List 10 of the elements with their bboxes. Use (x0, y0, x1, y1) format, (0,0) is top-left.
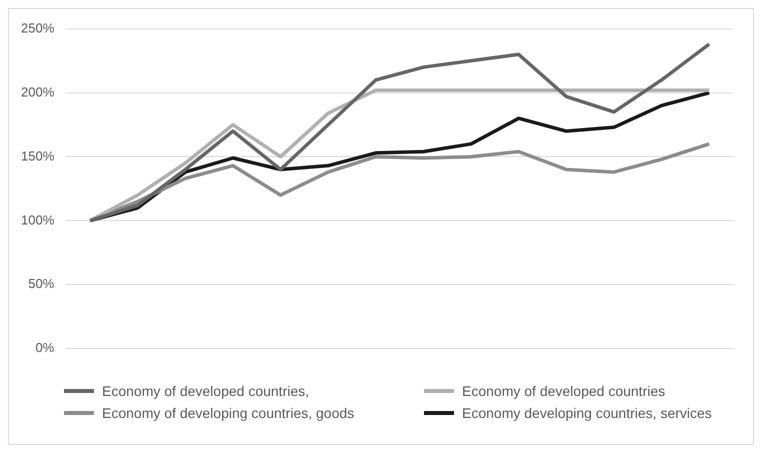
y-tick-label: 200% (21, 84, 55, 100)
y-tick-label: 150% (21, 148, 55, 164)
legend-label: Economy of developing countries, goods (102, 405, 354, 421)
legend-label: Economy developing countries, services (462, 405, 712, 421)
legend-label: Economy of developed countries, (102, 383, 310, 399)
y-tick-label: 50% (28, 276, 55, 292)
y-tick-label: 100% (21, 212, 55, 228)
y-tick-label: 250% (21, 20, 55, 36)
y-tick-label: 0% (35, 340, 55, 356)
legend-label: Economy of developed countries (462, 383, 666, 399)
